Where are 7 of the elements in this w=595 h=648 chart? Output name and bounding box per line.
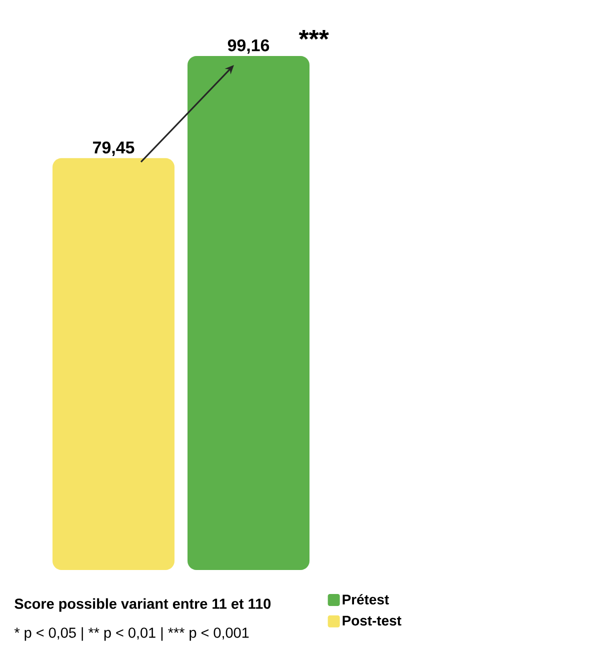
data-label: 99,16 xyxy=(228,39,270,54)
legend-label: Prétest xyxy=(342,594,389,604)
legend-label: Post-test xyxy=(342,616,402,626)
text: *** xyxy=(298,30,329,40)
data-label: 79,45 xyxy=(93,142,134,156)
text: * p < 0,05 | ** p < 0,01 | *** p < 0,001 xyxy=(14,627,249,641)
text: Score possible variant entre 11 et 110 xyxy=(14,598,271,612)
